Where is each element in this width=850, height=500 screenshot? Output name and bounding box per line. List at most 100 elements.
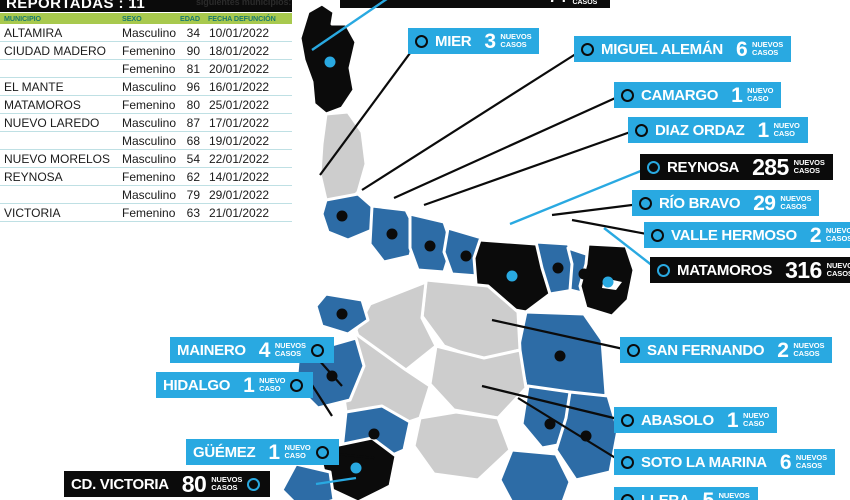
callout-case-suffix-line2: CASO [773, 129, 795, 138]
column-header-fecha: FECHA DEFUNCIÓN [204, 13, 292, 24]
callout-case-suffix-line1: NUEVOS [793, 157, 825, 167]
map-svg [280, 2, 636, 500]
callout-reynosa[interactable]: REYNOSA 285 NUEVOS CASOS [640, 154, 833, 180]
callout-municipality-name: SOTO LA MARINA [641, 453, 767, 471]
callout-camargo[interactable]: CAMARGO 1 NUEVO CASO [614, 82, 782, 108]
callout-case-count: 5 [702, 488, 715, 500]
cell-municipio: CIUDAD MADERO [4, 43, 107, 58]
callout-case-suffix: NUEVO CASO [259, 376, 285, 393]
callout-case-suffix-line1: NUEVOS [211, 474, 243, 484]
callout-municipality-name: CAMARGO [641, 86, 719, 104]
cell-edad: 79 [186, 187, 200, 202]
table-row: NUEVO MORELOS Masculino 54 22/01/2022 [0, 150, 292, 168]
callout-miguel-alem-n[interactable]: MIGUEL ALEMÁN 6 NUEVOS CASOS [574, 36, 792, 62]
tamaulipas-map [230, 0, 650, 500]
callout-san-fernando[interactable]: SAN FERNANDO 2 NUEVOS CASOS [620, 337, 833, 363]
cell-sexo: Femenino [122, 61, 176, 76]
cell-fecha: 19/01/2022 [209, 133, 270, 148]
callout-case-suffix-line1: NUEVOS [826, 260, 850, 270]
callout-municipality-name: MIER [435, 32, 472, 50]
callout-case-suffix-line1: NUEVOS [780, 193, 812, 203]
callout-municipality-name: SAN FERNANDO [647, 341, 765, 359]
callout-abasolo[interactable]: ABASOLO 1 NUEVO CASO [614, 407, 778, 433]
cell-fecha: 17/01/2022 [209, 115, 270, 130]
cell-sexo: Masculino [122, 151, 176, 166]
table-body: ALTAMIRA Masculino 34 10/01/2022 CIUDAD MADE… [0, 24, 292, 222]
table-row: EL MANTE Masculino 96 16/01/2022 [0, 78, 292, 96]
table-row: MATAMOROS Femenino 80 25/01/2022 [0, 96, 292, 114]
callout-g-mez[interactable]: GÜÉMEZ 1 NUEVO CASO [186, 439, 339, 465]
callout-case-suffix-line2: CASO [747, 94, 769, 103]
callout-case-suffix-line1: NUEVO [284, 442, 311, 452]
callout-mier[interactable]: MIER 3 NUEVOS CASOS [408, 28, 540, 54]
callout-anchor-dot [647, 160, 660, 174]
callout-case-suffix-line1: NUEVO [747, 85, 774, 95]
cell-sexo: Femenino [122, 169, 176, 184]
cell-fecha: 21/01/2022 [209, 205, 270, 220]
callout-municipality-name: GÜÉMEZ [193, 443, 256, 461]
cell-fecha: 25/01/2022 [209, 97, 270, 112]
callout-case-suffix-line2: CASOS [795, 461, 823, 470]
callout-hidalgo[interactable]: HIDALGO 1 NUEVO CASO [156, 372, 314, 398]
column-header-municipio: MUNICIPIO [0, 13, 118, 24]
callout-case-suffix-line1: NUEVOS [793, 340, 825, 350]
region-bottom-left-blue [280, 462, 336, 500]
callout-case-suffix: NUEVO CASO [284, 442, 311, 460]
callout-r-o-bravo[interactable]: RÍO BRAVO 29 NUEVOS CASOS [632, 190, 820, 216]
callout-soto-la-marina[interactable]: SOTO LA MARINA 6 NUEVOS CASOS [614, 449, 835, 475]
callout-anchor-dot [581, 42, 594, 56]
callout-case-count: 1 [243, 373, 255, 397]
callout-case-suffix-line1: NUEVO [773, 120, 800, 130]
callout-anchor-dot [639, 196, 652, 210]
cell-edad: 68 [186, 133, 200, 148]
cell-edad: 63 [186, 205, 200, 220]
callout-case-suffix-line1: NUEVOS [752, 39, 784, 49]
callout-mainero[interactable]: MAINERO 4 NUEVOS CASOS [170, 337, 334, 363]
map-anchor-dots [324, 56, 614, 474]
reported-deaths-bar: REPORTADAS : 11 [0, 0, 292, 12]
callout-municipality-name: REYNOSA [667, 158, 740, 176]
region-interior-gray-3 [428, 344, 528, 420]
cell-sexo: Femenino [122, 97, 176, 112]
callout-case-suffix-line1: NUEVOS [825, 225, 850, 235]
cell-municipio: NUEVO MORELOS [4, 151, 111, 166]
callout-case-suffix: NUEVO CASO [743, 411, 769, 428]
callout-anchor-dot [315, 445, 329, 459]
callout-matamoros[interactable]: MATAMOROS316NUEVOSCASOS [650, 257, 850, 283]
callout-case-count: 1 [731, 83, 743, 107]
cell-sexo: Masculino [122, 133, 176, 148]
callout-municipality-name: DIAZ ORDAZ [655, 121, 745, 139]
callout-case-suffix-line2: CASOS [825, 234, 850, 243]
callout-municipality-name: RÍO BRAVO [659, 194, 741, 212]
cell-edad: 90 [186, 43, 200, 58]
cell-edad: 62 [186, 169, 200, 184]
cell-fecha: 20/01/2022 [209, 61, 270, 76]
callout-municipality-name: LLERA [641, 491, 690, 500]
total-new-cases-suffix-line2: CASOS [572, 0, 598, 6]
table-row: ALTAMIRA Masculino 34 10/01/2022 [0, 24, 292, 42]
callout-municipality-name: MIGUEL ALEMÁN [601, 40, 723, 58]
callout-case-suffix-line1: NUEVOS [718, 490, 750, 500]
callout-municipality-name: ABASOLO [641, 411, 714, 429]
callout-municipality-name: VALLE HERMOSO [671, 226, 797, 244]
callout-cd-victoria[interactable]: CD. VICTORIA 80 NUEVOS CASOS [64, 471, 271, 497]
callout-anchor-dot [657, 263, 670, 277]
callout-diaz-ordaz[interactable]: DIAZ ORDAZ 1 NUEVO CASO [628, 117, 808, 143]
callout-case-suffix-line2: CASOS [211, 483, 238, 492]
callout-municipality-name: MATAMOROS [677, 261, 773, 279]
callout-anchor-dot [621, 493, 634, 500]
callout-case-count: 1 [268, 440, 280, 464]
cell-edad: 54 [186, 151, 200, 166]
total-new-cases-suffix: NUEVOS CASOS [572, 0, 602, 7]
cell-municipio: EL MANTE [4, 79, 64, 94]
